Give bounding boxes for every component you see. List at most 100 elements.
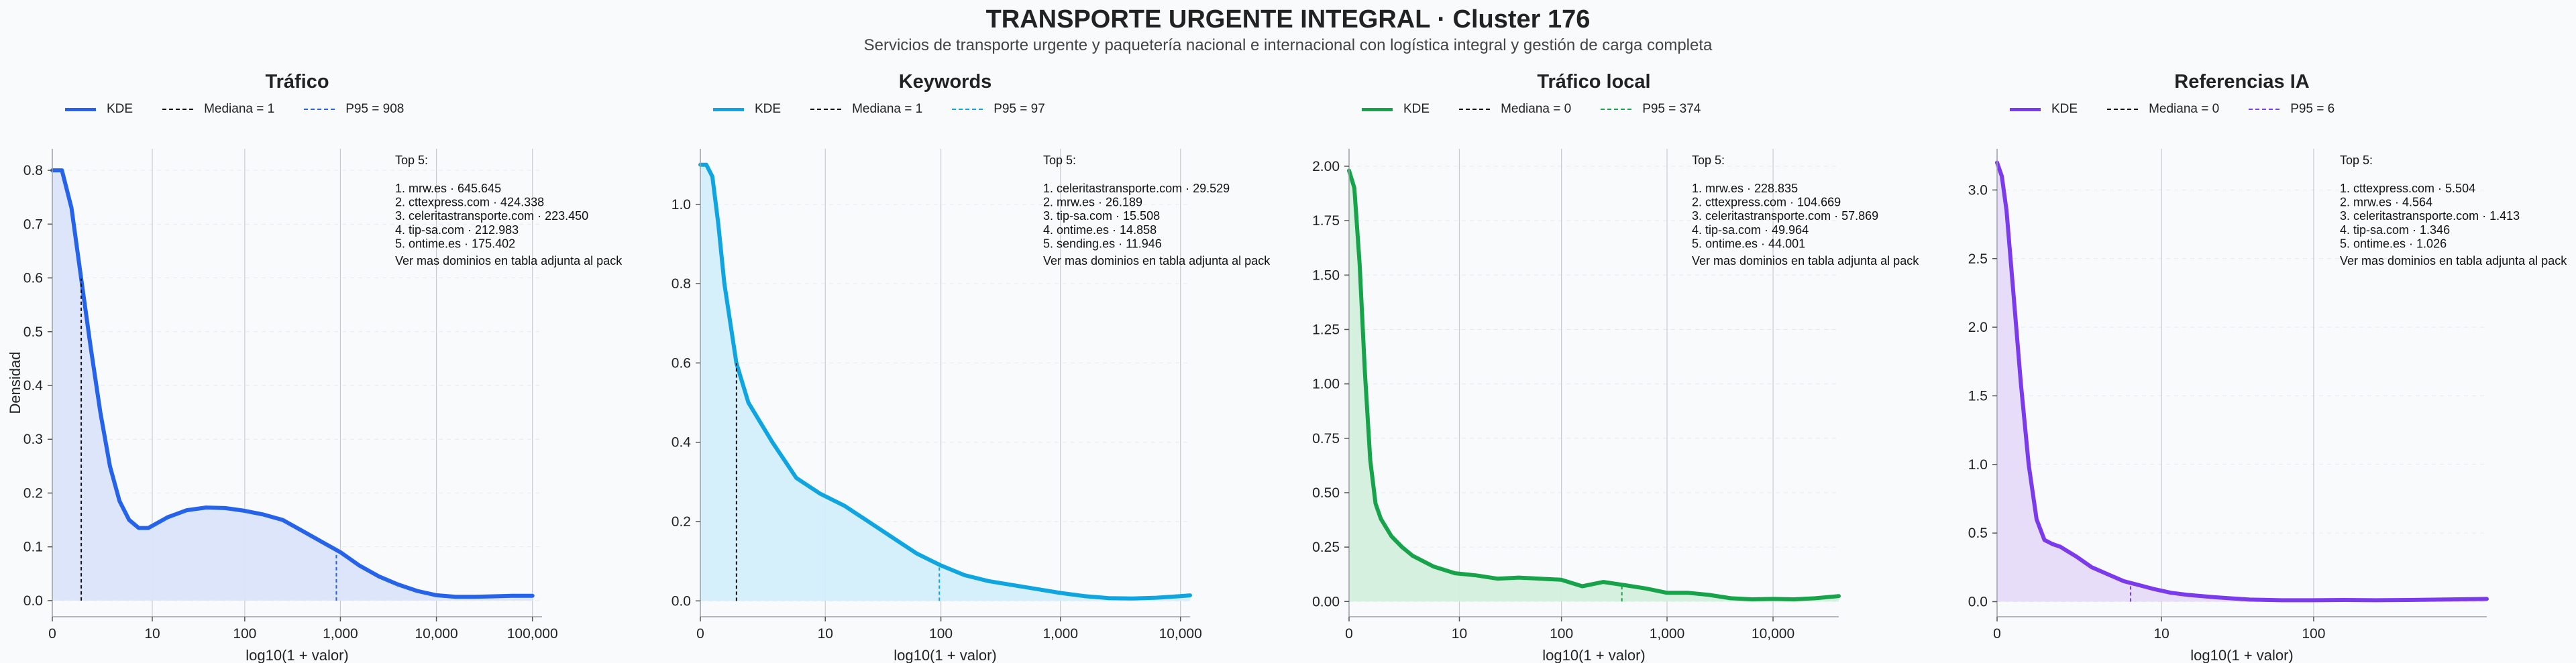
y-tick-label: 0.75 [1312,431,1340,446]
legend-swatch [2107,109,2139,110]
top5-item: 2. mrw.es · 26.189 [1043,196,1142,209]
x-tick-label: 10,000 [1752,626,1794,642]
y-tick-label: 2.0 [1968,320,1988,335]
top5-note: Ver mas dominios en tabla adjunta al pac… [1043,254,1271,267]
legend-swatch [162,109,194,110]
legend: KDE Mediana = 1 P95 = 908 [65,102,433,117]
legend-swatch [65,107,96,111]
x-tick-label: 0 [696,626,704,642]
top5-heading: Top 5: [395,154,428,167]
legend: KDE Mediana = 0 P95 = 374 [1362,102,1730,117]
y-tick-label: 0.5 [1968,526,1988,541]
x-tick-label: 10 [1452,626,1467,642]
y-tick-label: 0.2 [23,485,43,501]
kde-area [1997,162,2487,602]
legend-swatch [2010,107,2041,111]
y-tick-label: 1.75 [1312,213,1340,229]
x-tick-label: 10,000 [415,626,458,642]
x-tick-label: 100 [1550,626,1573,642]
legend-label: Mediana = 1 [852,102,923,116]
y-tick-label: 0.6 [672,355,691,371]
x-tick-label: 1,000 [1650,626,1685,642]
legend-label: KDE [755,102,782,116]
y-tick-label: 0.1 [23,540,43,555]
legend-item-p95: P95 = 97 [952,102,1045,117]
page-title: TRANSPORTE URGENTE INTEGRAL · Cluster 17… [985,5,1591,34]
panel-title: Tráfico local [1537,71,1651,93]
legend-label: Mediana = 0 [2149,102,2220,116]
y-tick-label: 0.4 [672,435,692,450]
legend-item-median: Mediana = 0 [2107,102,2219,117]
x-tick-label: 100 [233,626,256,642]
y-tick-label: 1.00 [1312,377,1340,392]
top5-item: 3. celeritastransporte.com · 223.450 [395,209,588,223]
legend-swatch [304,109,335,110]
top5-item: 5. ontime.es · 44.001 [1692,237,1805,250]
legend-item-p95: P95 = 6 [2249,102,2334,117]
y-tick-label: 1.0 [1968,457,1988,473]
y-tick-label: 0.0 [1968,594,1988,609]
legend-swatch [2249,109,2280,110]
y-axis-label: Densidad [7,352,23,414]
legend-swatch [1601,109,1632,110]
top5-item: 3. celeritastransporte.com · 57.869 [1692,209,1878,223]
top5-item: 2. mrw.es · 4.564 [2340,196,2432,209]
kde-area [1349,170,1839,602]
y-tick-label: 0.2 [672,514,691,530]
top5-item: 4. tip-sa.com · 1.346 [2340,223,2450,237]
y-tick-label: 0.8 [672,276,691,292]
x-axis-label: log10(1 + valor) [2190,647,2293,663]
top5-item: 1. cttexpress.com · 5.504 [2340,182,2475,195]
y-tick-label: 2.00 [1312,159,1340,174]
x-tick-label: 0 [1345,626,1353,642]
kde-line [698,162,1192,601]
top5-item: 5. ontime.es · 1.026 [2340,237,2447,250]
legend-label: P95 = 374 [1642,102,1701,116]
page-subtitle: Servicios de transporte urgente y paquet… [863,36,1713,54]
y-tick-label: 0.8 [23,163,43,178]
legend-label: KDE [107,102,133,116]
top5-item: 1. mrw.es · 645.645 [395,182,501,195]
legend-swatch [1362,107,1393,111]
x-tick-label: 100,000 [507,626,558,642]
x-tick-label: 100 [929,626,953,642]
legend-swatch [713,107,744,111]
top5-heading: Top 5: [2340,154,2373,167]
y-tick-label: 0.3 [23,432,43,447]
y-tick-label: 1.25 [1312,322,1340,337]
top5-note: Ver mas dominios en tabla adjunta al pac… [2340,254,2567,267]
legend-label: KDE [1403,102,1430,116]
top5-item: 1. celeritastransporte.com · 29.529 [1043,182,1230,195]
x-tick-label: 1,000 [1042,626,1078,642]
x-tick-label: 100 [2302,626,2325,642]
x-tick-label: 10 [818,626,833,642]
kde-line [50,168,535,599]
y-tick-label: 0.0 [672,593,691,609]
x-tick-label: 10 [2153,626,2169,642]
top5-item: 4. tip-sa.com · 49.964 [1692,223,1809,237]
kde-line [1995,160,2489,603]
legend-item-median: Mediana = 1 [162,102,274,117]
y-tick-label: 0.0 [23,593,43,609]
legend-item-median: Mediana = 1 [810,102,922,117]
y-tick-label: 0.7 [23,217,43,232]
legend-item-p95: P95 = 908 [304,102,404,117]
legend-label: Mediana = 0 [1501,102,1572,116]
x-axis-label: log10(1 + valor) [1542,647,1645,663]
legend: KDE Mediana = 1 P95 = 97 [713,102,1075,117]
x-axis-label: log10(1 + valor) [246,647,348,663]
top5-item: 3. celeritastransporte.com · 1.413 [2340,209,2520,223]
top5-item: 5. ontime.es · 175.402 [395,237,515,250]
legend-label: P95 = 97 [994,102,1045,116]
legend-item-median: Mediana = 0 [1459,102,1571,117]
legend-item-kde: KDE [2010,102,2078,117]
y-tick-label: 0.5 [23,324,43,340]
top5-heading: Top 5: [1043,154,1076,167]
kde-line [1347,168,1841,601]
top5-note: Ver mas dominios en tabla adjunta al pac… [395,254,623,267]
y-tick-label: 0.25 [1312,540,1340,555]
y-tick-label: 3.0 [1968,182,1988,198]
legend-item-kde: KDE [1362,102,1430,117]
legend-swatch [952,109,983,110]
